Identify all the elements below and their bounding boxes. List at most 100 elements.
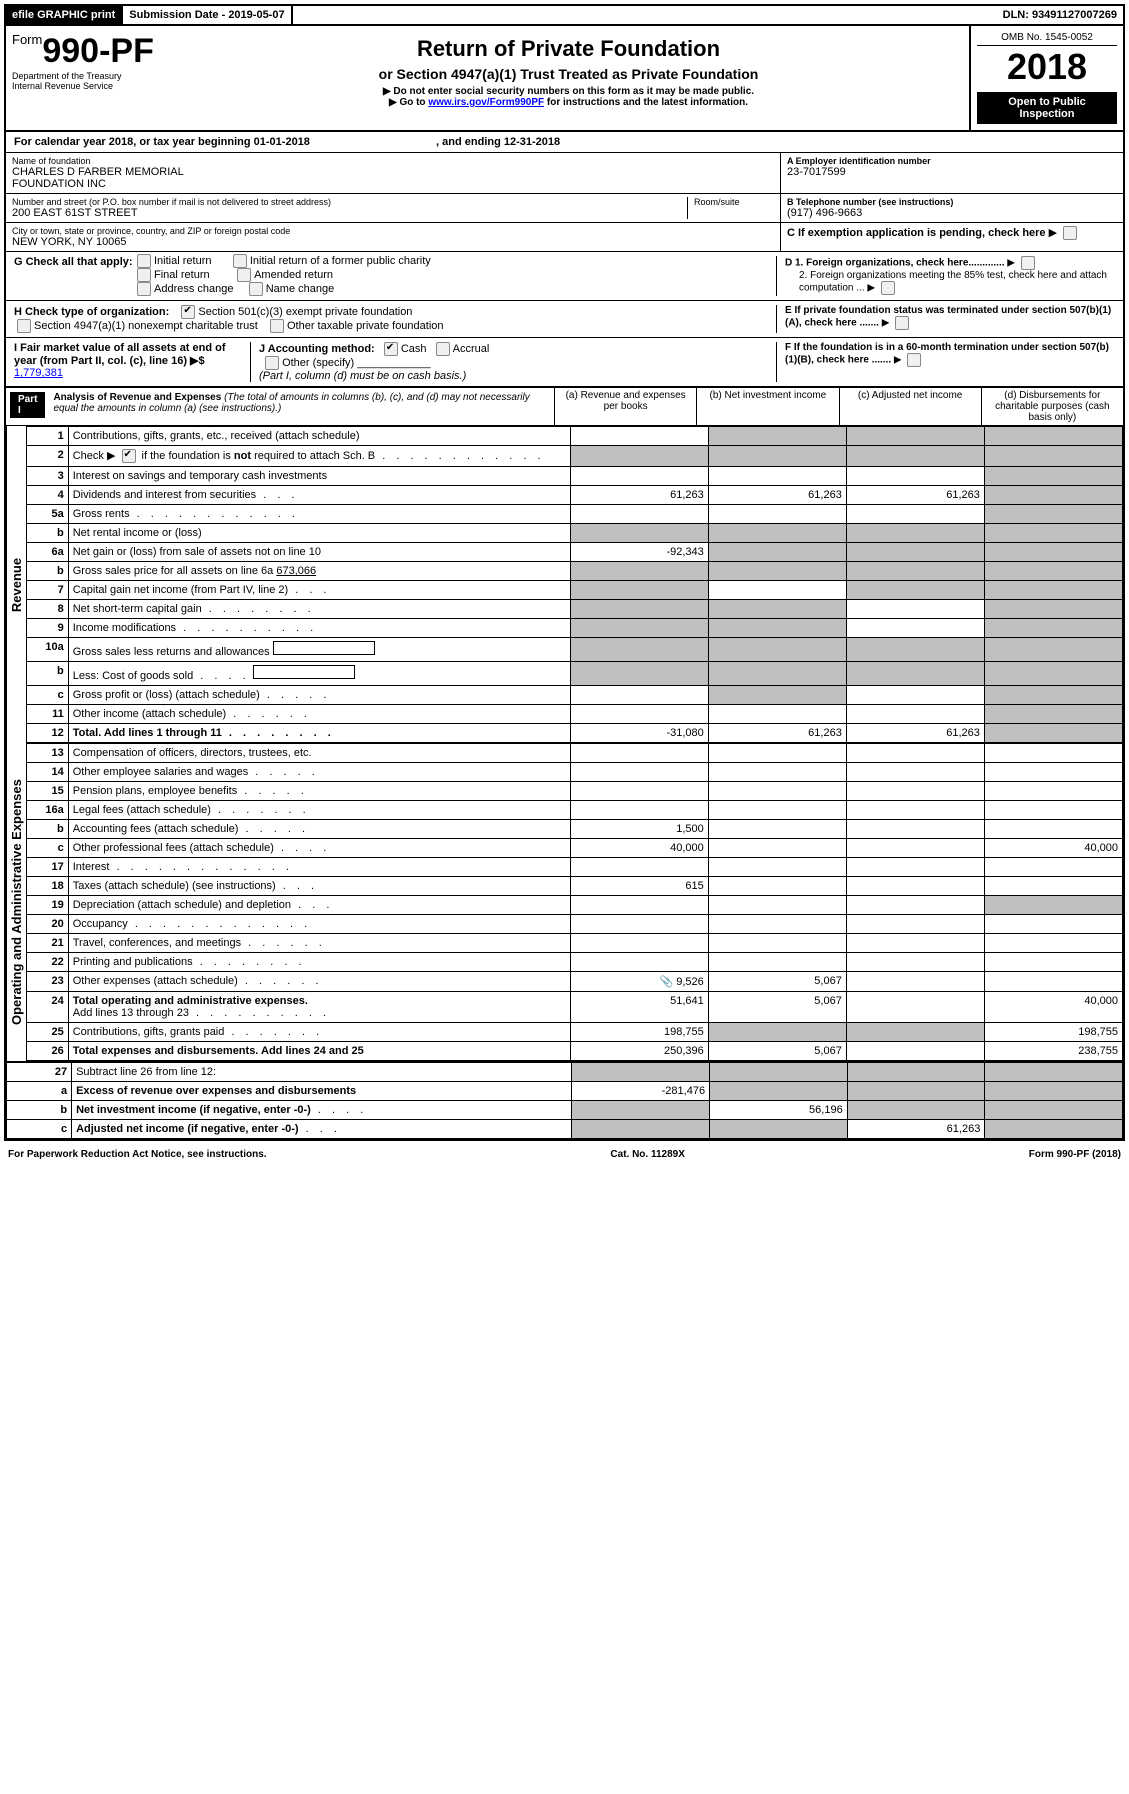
l18-desc: Taxes (attach schedule) (see instruction…	[68, 877, 570, 896]
c-label: C If exemption application is pending, c…	[787, 227, 1046, 239]
j-other[interactable]	[265, 356, 279, 370]
l17-num: 17	[27, 858, 69, 877]
l27b-b: 56,196	[710, 1101, 848, 1120]
l2-checkbox[interactable]	[122, 449, 136, 463]
line-12: 12Total. Add lines 1 through 11 . . . . …	[27, 724, 1123, 743]
g-initial-return[interactable]	[137, 254, 151, 268]
l27-desc: Subtract line 26 from line 12:	[72, 1062, 572, 1082]
g-label: G Check all that apply:	[14, 256, 133, 268]
ein-value: 23-7017599	[787, 166, 1117, 178]
main-title: Return of Private Foundation	[174, 36, 963, 62]
h-e-row: H Check type of organization: Section 50…	[6, 301, 1123, 338]
line-11: 11Other income (attach schedule) . . . .…	[27, 705, 1123, 724]
l19-desc: Depreciation (attach schedule) and deple…	[68, 896, 570, 915]
g-address-change[interactable]	[137, 282, 151, 296]
l25-num: 25	[27, 1023, 69, 1042]
form-number: 990-PF	[42, 32, 154, 70]
h-o2: Section 4947(a)(1) nonexempt charitable …	[34, 320, 258, 332]
l20-num: 20	[27, 915, 69, 934]
l27c-num: c	[7, 1120, 72, 1139]
expense-table: 13Compensation of officers, directors, t…	[26, 743, 1123, 1061]
g-final-return[interactable]	[137, 268, 151, 282]
part1-tag: Part I	[10, 392, 45, 418]
footer: For Paperwork Reduction Act Notice, see …	[0, 1145, 1129, 1164]
l26-a: 250,396	[570, 1042, 708, 1061]
l12-b: 61,263	[708, 724, 846, 743]
l10b-desc: Less: Cost of goods sold . . . .	[68, 662, 570, 686]
l4-num: 4	[27, 486, 69, 505]
i-j-f-row: I Fair market value of all assets at end…	[6, 338, 1123, 386]
j-cash[interactable]	[384, 342, 398, 356]
l13-desc: Compensation of officers, directors, tru…	[68, 744, 570, 763]
l16c-d: 40,000	[984, 839, 1122, 858]
g-name-change[interactable]	[249, 282, 263, 296]
line-10a: 10aGross sales less returns and allowanc…	[27, 638, 1123, 662]
line-5b: bNet rental income or (loss)	[27, 524, 1123, 543]
form-page: efile GRAPHIC print Submission Date - 20…	[4, 4, 1125, 1141]
j-accrual[interactable]	[436, 342, 450, 356]
l6a-desc: Net gain or (loss) from sale of assets n…	[68, 543, 570, 562]
l10a-num: 10a	[27, 638, 69, 662]
j-label: J Accounting method:	[259, 343, 375, 355]
l8-desc: Net short-term capital gain . . . . . . …	[68, 600, 570, 619]
line-6a: 6aNet gain or (loss) from sale of assets…	[27, 543, 1123, 562]
h-o3: Other taxable private foundation	[287, 320, 444, 332]
g-d-row: G Check all that apply: Initial return I…	[6, 252, 1123, 301]
l4-b: 61,263	[708, 486, 846, 505]
dept-line-1: Department of the Treasury	[12, 71, 162, 81]
line-2: 2Check ▶ if the foundation is not requir…	[27, 446, 1123, 467]
line-1: 1Contributions, gifts, grants, etc., rec…	[27, 427, 1123, 446]
e-checkbox[interactable]	[895, 316, 909, 330]
cal-end: , and ending 12-31-2018	[436, 136, 560, 148]
fmv-link[interactable]: 1,779,381	[14, 367, 63, 379]
l5b-desc: Net rental income or (loss)	[68, 524, 570, 543]
line-16a: 16aLegal fees (attach schedule) . . . . …	[27, 801, 1123, 820]
cal-begin: For calendar year 2018, or tax year begi…	[14, 136, 310, 148]
line-27a: aExcess of revenue over expenses and dis…	[7, 1082, 1123, 1101]
line-13: 13Compensation of officers, directors, t…	[27, 744, 1123, 763]
h-501c3[interactable]	[181, 305, 195, 319]
part1-header: Part I Analysis of Revenue and Expenses …	[6, 386, 1123, 426]
l5a-desc: Gross rents . . . . . . . . . . . .	[68, 505, 570, 524]
l21-desc: Travel, conferences, and meetings . . . …	[68, 934, 570, 953]
g-amended-return[interactable]	[237, 268, 251, 282]
l27a-num: a	[7, 1082, 72, 1101]
l14-num: 14	[27, 763, 69, 782]
l6a-num: 6a	[27, 543, 69, 562]
h-4947a1[interactable]	[17, 319, 31, 333]
line-17: 17Interest . . . . . . . . . . . . .	[27, 858, 1123, 877]
open-to-public: Open to Public Inspection	[977, 92, 1117, 124]
l26-num: 26	[27, 1042, 69, 1061]
foundation-name-2: FOUNDATION INC	[12, 178, 774, 190]
l18-a: 615	[570, 877, 708, 896]
g-o1: Initial return	[154, 255, 211, 267]
col-b-header: (b) Net investment income	[696, 388, 838, 425]
irs-link[interactable]: www.irs.gov/Form990PF	[428, 97, 544, 108]
line-14: 14Other employee salaries and wages . . …	[27, 763, 1123, 782]
l16c-a: 40,000	[570, 839, 708, 858]
g-former-public[interactable]	[233, 254, 247, 268]
l25-a: 198,755	[570, 1023, 708, 1042]
line-26: 26Total expenses and disbursements. Add …	[27, 1042, 1123, 1061]
subtitle: or Section 4947(a)(1) Trust Treated as P…	[174, 66, 963, 82]
goto-post: for instructions and the latest informat…	[544, 97, 748, 108]
l1-num: 1	[27, 427, 69, 446]
l21-num: 21	[27, 934, 69, 953]
l15-desc: Pension plans, employee benefits . . . .…	[68, 782, 570, 801]
l10c-desc: Gross profit or (loss) (attach schedule)…	[68, 686, 570, 705]
line27-table: 27Subtract line 26 from line 12: aExcess…	[6, 1061, 1123, 1139]
l24-d: 40,000	[984, 992, 1122, 1023]
l7-desc: Capital gain net income (from Part IV, l…	[68, 581, 570, 600]
l16b-num: b	[27, 820, 69, 839]
part1-title: Analysis of Revenue and Expenses	[53, 392, 221, 403]
l24-a: 51,641	[570, 992, 708, 1023]
line-25: 25Contributions, gifts, grants paid . . …	[27, 1023, 1123, 1042]
d2-checkbox[interactable]	[881, 281, 895, 295]
c-checkbox[interactable]	[1063, 226, 1077, 240]
f-checkbox[interactable]	[907, 353, 921, 367]
d1-checkbox[interactable]	[1021, 256, 1035, 270]
h-other-taxable[interactable]	[270, 319, 284, 333]
col-c-header: (c) Adjusted net income	[839, 388, 981, 425]
l17-desc: Interest . . . . . . . . . . . . .	[68, 858, 570, 877]
l9-num: 9	[27, 619, 69, 638]
